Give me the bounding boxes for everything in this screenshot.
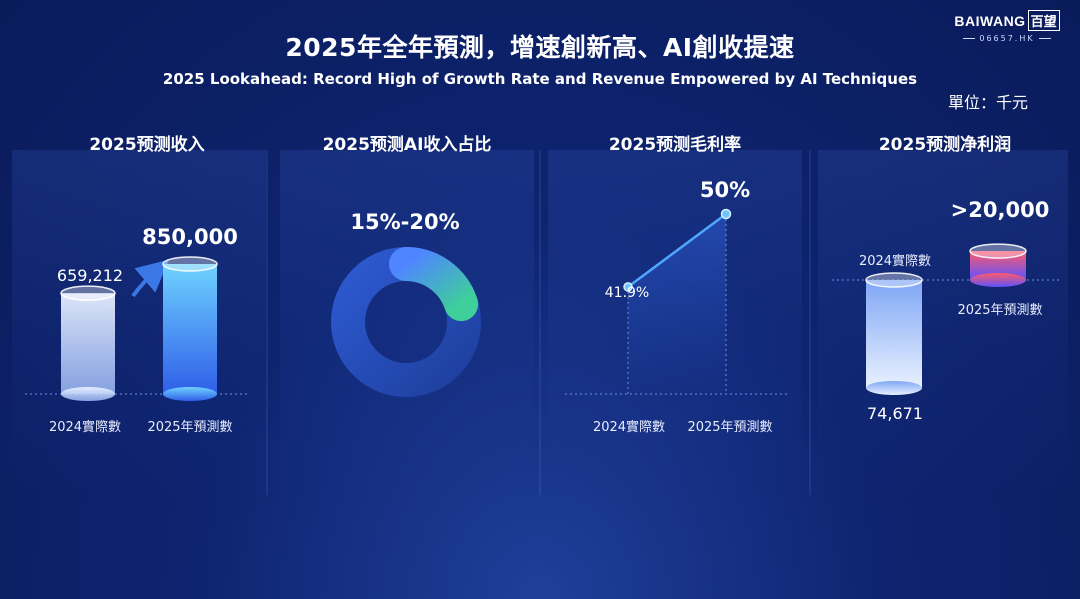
growth-arrow-icon <box>131 259 170 298</box>
gm-line <box>627 212 727 288</box>
logo-cn: 百望 <box>1027 10 1060 31</box>
panel-net-profit <box>818 150 1068 495</box>
page-title: 2025年全年預測，增速創新高、AI創收提速 <box>285 33 795 62</box>
revenue-bar-2 <box>162 256 218 401</box>
np-cat-2024: 2024實際數 <box>858 254 932 269</box>
panel-title-ai-share: 2025预测AI收入占比 <box>322 135 492 155</box>
revenue-chart <box>25 256 250 401</box>
page-subtitle: 2025 Lookahead: Record High of Growth Ra… <box>162 70 918 88</box>
ai-share-value: 15%-20% <box>350 210 460 234</box>
gm-area <box>628 214 726 394</box>
np-2025-value: >20,000 <box>950 198 1050 222</box>
gm-cat-2024: 2024實際數 <box>592 420 666 435</box>
gm-2025-value: 50% <box>699 178 751 202</box>
gross-margin-chart <box>565 208 790 395</box>
ai-donut-highlight <box>389 247 479 322</box>
logo-brand: BAIWANG <box>954 12 1026 29</box>
revenue-2024-value: 659,212 <box>56 266 124 285</box>
net-profit-bar-1 <box>865 272 923 395</box>
ai-share-donut <box>331 247 481 397</box>
panel-title-gross-margin: 2025预测毛利率 <box>608 135 742 155</box>
panel-title-revenue: 2025预测收入 <box>89 135 205 155</box>
gm-cat-2025: 2025年預測數 <box>687 420 773 435</box>
unit-label: 單位：千元 <box>947 93 1028 112</box>
net-profit-chart <box>832 243 1060 395</box>
gm-2024-value: 41.9% <box>604 285 650 301</box>
gm-point-1 <box>623 282 633 292</box>
revenue-bar-1 <box>60 285 116 401</box>
net-profit-bar-2 <box>969 243 1027 287</box>
np-cat-2025: 2025年預測數 <box>957 303 1043 318</box>
gm-point-2 <box>720 208 732 220</box>
logo-code: 06657.HK <box>979 34 1035 43</box>
company-logo: BAIWANG 百望 06657.HK <box>948 10 1066 43</box>
np-2024-value: 74,671 <box>867 404 923 423</box>
panel-title-net-profit: 2025预测净利润 <box>878 135 1012 155</box>
revenue-2025-value: 850,000 <box>142 225 238 249</box>
revenue-cat-2024: 2024實際數 <box>48 420 122 435</box>
panel-ai-share <box>280 150 534 495</box>
panel-revenue <box>12 150 266 495</box>
revenue-cat-2025: 2025年預測數 <box>147 420 233 435</box>
